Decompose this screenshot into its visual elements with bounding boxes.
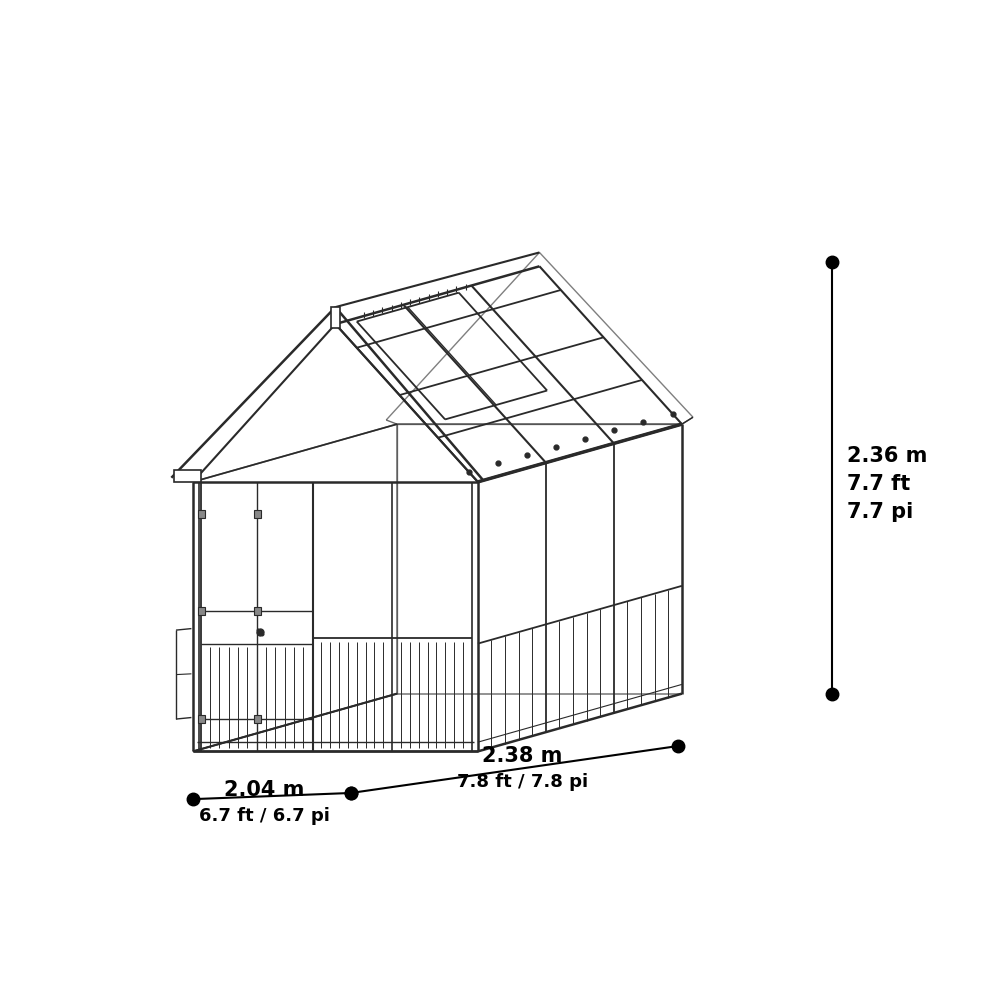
FancyBboxPatch shape <box>198 510 205 518</box>
Text: 2.36 m: 2.36 m <box>847 446 928 466</box>
Bar <box>331 307 340 328</box>
FancyBboxPatch shape <box>254 607 261 615</box>
FancyBboxPatch shape <box>198 607 205 615</box>
Text: 7.7 ft: 7.7 ft <box>847 474 911 494</box>
Bar <box>174 470 201 482</box>
Text: 2.38 m: 2.38 m <box>482 746 562 766</box>
Text: 2.04 m: 2.04 m <box>224 780 304 800</box>
FancyBboxPatch shape <box>254 715 261 723</box>
Text: 7.8 ft / 7.8 pi: 7.8 ft / 7.8 pi <box>457 773 588 791</box>
FancyBboxPatch shape <box>254 510 261 518</box>
Text: 7.7 pi: 7.7 pi <box>847 502 914 522</box>
Text: 6.7 ft / 6.7 pi: 6.7 ft / 6.7 pi <box>199 807 330 825</box>
FancyBboxPatch shape <box>198 715 205 723</box>
